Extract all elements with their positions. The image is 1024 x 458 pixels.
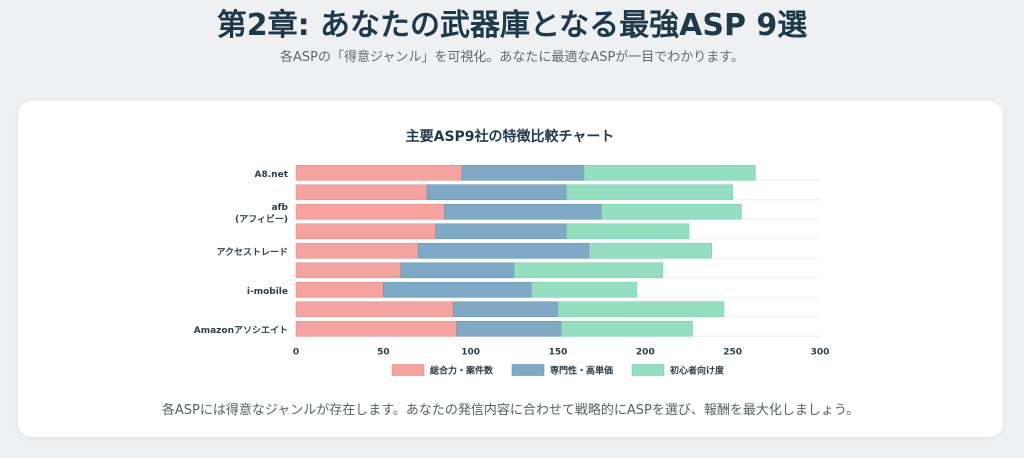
bar-segment: [417, 242, 590, 259]
page-title: 第2章: あなたの武器庫となる最強ASP 9選: [216, 8, 808, 43]
legend-item: 専門性・高単価: [511, 364, 613, 377]
y-axis-labels: A8.net afb (アフィビー) アクセストレード i-mobile Amazonアソ…: [194, 170, 289, 336]
y-axis-label: afb (アフィビー): [235, 203, 289, 225]
bar-segment: [295, 301, 454, 318]
asp-comparison-chart: 主要ASP9社の特徴比較チャート A8.net afb (アフィビー) アクセストレー…: [194, 128, 830, 377]
legend-item: 初心者向け度: [631, 364, 725, 377]
x-axis-tick-label: 300: [811, 348, 830, 358]
bar-segment: [557, 301, 725, 318]
bar-segment: [295, 203, 445, 220]
bar-segment: [295, 242, 419, 259]
legend: 総合力・案件数 専門性・高単価 初心者向け度: [391, 364, 725, 377]
chart-card: 主要ASP9社の特徴比較チャート A8.net afb (アフィビー) アクセストレー…: [18, 101, 1003, 437]
bar-segment: [531, 281, 637, 298]
bar-segment: [456, 320, 562, 337]
legend-swatch: [631, 364, 665, 376]
y-axis-label: i-mobile: [247, 287, 288, 297]
bar-segment: [435, 223, 568, 240]
bar-segment: [295, 184, 428, 201]
bar-segment: [295, 320, 457, 337]
y-axis-label: アクセストレード: [216, 247, 288, 258]
legend-swatch: [511, 364, 545, 376]
bar-segment: [566, 223, 690, 240]
y-axis-label: Amazonアソシエイト: [194, 325, 288, 336]
x-axis-tick-label: 150: [549, 348, 568, 358]
legend-label: 専門性・高単価: [550, 365, 613, 377]
bars: [295, 164, 756, 337]
legend-item: 総合力・案件数: [391, 364, 494, 377]
bar-segment: [601, 203, 742, 220]
legend-label: 初心者向け度: [670, 365, 725, 377]
x-axis-tick-label: 0: [293, 348, 299, 358]
bar-segment: [295, 223, 437, 240]
bar-segment: [514, 262, 664, 279]
x-axis-tick-label: 100: [461, 348, 480, 358]
bar-segment: [589, 242, 713, 259]
bar-segment: [295, 281, 384, 298]
chart-caption: 各ASPには得意なジャンルが存在します。あなたの発信内容に合わせて戦略的にASP…: [161, 403, 860, 418]
legend-swatch: [391, 364, 425, 376]
bar-segment: [461, 164, 585, 181]
x-axis-tick-label: 200: [636, 348, 655, 358]
page-subtitle: 各ASPの「得意ジャンル」を可視化。あなたに最適なASPが一目でわかります。: [279, 50, 745, 65]
bar-segment: [444, 203, 602, 220]
bar-segment: [295, 164, 463, 181]
bar-segment: [583, 164, 756, 181]
bar-segment: [561, 320, 693, 337]
legend-label: 総合力・案件数: [430, 365, 494, 377]
x-axis-tick-label: 250: [723, 348, 742, 358]
x-axis-ticks: 0 50 100 150 200 250 300: [293, 348, 830, 358]
bar-segment: [452, 301, 559, 318]
y-axis-label: A8.net: [255, 170, 289, 180]
bar-segment: [426, 184, 568, 201]
bar-segment: [295, 262, 402, 279]
bar-segment: [383, 281, 533, 298]
x-axis-tick-label: 50: [377, 348, 390, 358]
chart-title: 主要ASP9社の特徴比較チャート: [406, 128, 615, 145]
bar-segment: [566, 184, 733, 201]
bar-segment: [400, 262, 515, 279]
